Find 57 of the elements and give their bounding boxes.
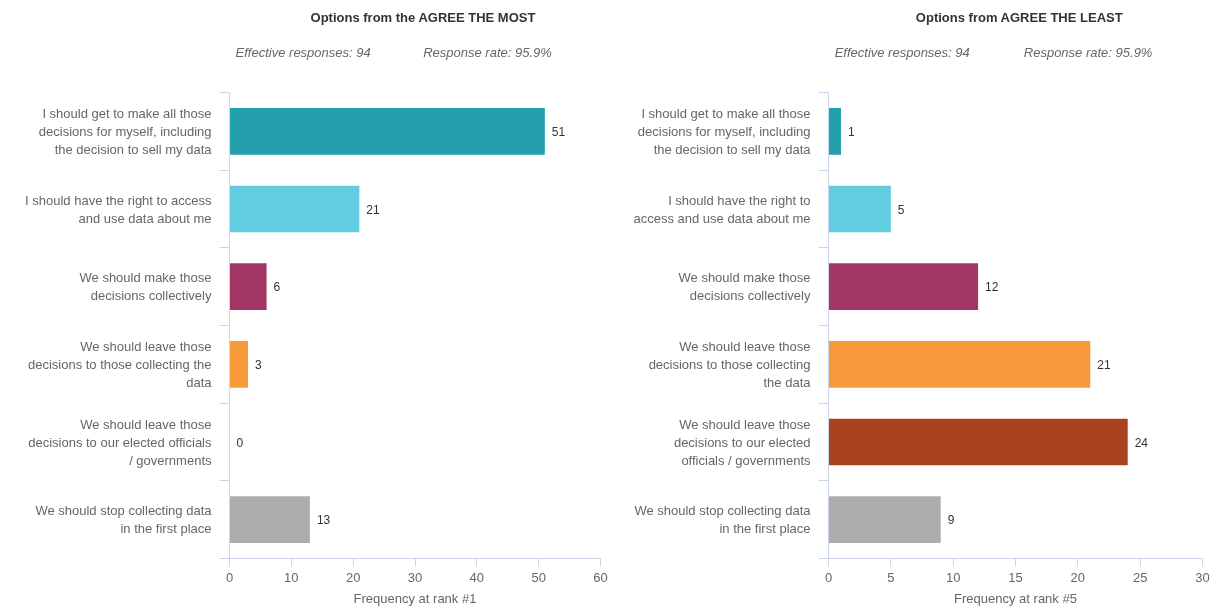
bar [828, 263, 979, 310]
data-label: 12 [985, 280, 999, 295]
bar [229, 185, 360, 233]
y-tick-label: We should make those decisions collectively [678, 270, 811, 304]
y-tick-label: We should make those decisions collectively [79, 270, 212, 304]
x-tick-label: 10 [284, 569, 299, 585]
x-tick-label: 30 [407, 569, 423, 585]
text: Response rate: 95.9% [1023, 45, 1153, 60]
data-label: 1 [847, 124, 855, 139]
y-tick-label: We should leave those decisions to those collecting the data [27, 338, 213, 390]
x-tick-label: 20 [1070, 569, 1086, 585]
data-label: 0 [236, 435, 244, 450]
data-label: 6 [273, 280, 281, 295]
chart-title: Options from the AGREE THE MOST [310, 10, 536, 25]
text: Effective responses: 94 [834, 45, 970, 60]
data-label: 51 [551, 124, 566, 139]
y-tick-label: I should get to make all those decisions for myself, including the decision to sell my data [637, 105, 812, 157]
y-tick-label: We should leave those decisions to our elected officials / governments [28, 416, 212, 468]
y-tick-label: We should leave those decisions to our elected officials / governments [673, 416, 811, 468]
x-axis-title: Frequency at rank #1 [353, 590, 477, 606]
x-tick-label: 30 [1195, 569, 1210, 585]
text: Effective responses: 94 [235, 45, 371, 60]
data-label: 3 [255, 357, 263, 372]
y-tick-label: We should stop collecting data in the first place [35, 503, 213, 537]
chart-title: Options from AGREE THE LEAST [915, 10, 1123, 25]
x-tick-label: 5 [887, 569, 895, 585]
y-tick-label: I should get to make all those decisions for myself, including the decision to sell my data [38, 105, 213, 157]
y-tick-label: We should leave those decisions to those collecting the data [648, 338, 812, 390]
data-label: 24 [1134, 435, 1149, 450]
bar [828, 185, 891, 233]
data-label: 21 [1097, 357, 1111, 372]
bar [828, 418, 1128, 466]
bar [828, 108, 841, 155]
bar [229, 496, 310, 543]
y-tick-label: We should stop collecting data in the first place [634, 503, 812, 537]
x-tick-label: 0 [824, 569, 833, 585]
bar [229, 341, 249, 388]
y-tick-label: I should have the right to access and use data about me [25, 192, 212, 226]
data-label: 5 [897, 202, 905, 217]
x-tick-label: 15 [1008, 569, 1023, 585]
x-tick-label: 50 [531, 569, 546, 585]
bar [828, 341, 1091, 388]
x-tick-label: 0 [225, 569, 234, 585]
data-label: 9 [947, 513, 955, 528]
x-tick-label: 25 [1132, 569, 1148, 585]
x-axis-title: Frequency at rank #5 [954, 590, 1077, 606]
x-tick-label: 40 [469, 569, 485, 585]
y-tick-label: I should have the right to access and use data about me [633, 192, 811, 226]
bar [828, 496, 941, 543]
bar [229, 263, 267, 310]
x-tick-label: 10 [945, 569, 961, 585]
data-label: 21 [366, 202, 381, 217]
x-tick-label: 20 [345, 569, 361, 585]
bar [229, 108, 545, 155]
x-tick-label: 60 [593, 569, 608, 585]
text: Response rate: 95.9% [423, 45, 552, 60]
data-label: 13 [316, 513, 331, 528]
